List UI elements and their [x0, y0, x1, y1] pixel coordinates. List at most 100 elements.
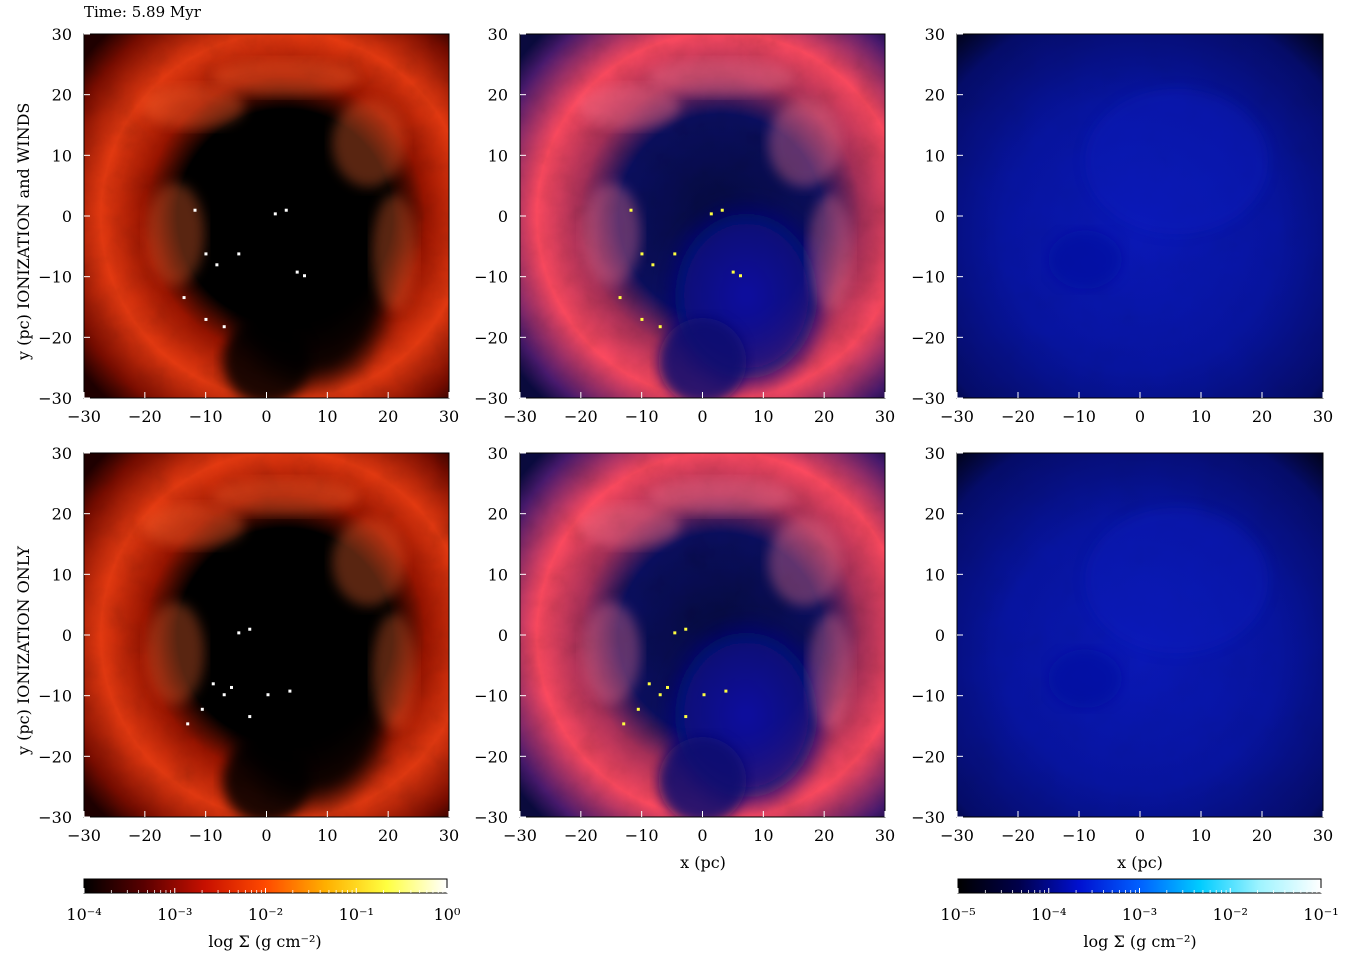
- colorbar-tick-label: 10⁰: [434, 905, 461, 924]
- y-tick-label: 30: [925, 444, 945, 463]
- star-particle: [658, 325, 662, 329]
- x-tick-label: 20: [378, 826, 398, 845]
- star-particle: [640, 252, 644, 256]
- x-tick-label: −20: [128, 407, 162, 426]
- y-tick-label: 30: [52, 444, 72, 463]
- y-tick-label: 0: [935, 207, 945, 226]
- star-particle: [629, 208, 633, 212]
- star-particle: [248, 715, 252, 719]
- y-tick-label: −10: [474, 687, 508, 706]
- x-tick-label: 10: [317, 826, 337, 845]
- star-particle: [204, 317, 208, 321]
- x-tick-label: 30: [875, 407, 895, 426]
- panel-2: −30 −20 −10 0 10 20 30 30 20 10 0 −10 −20 −30: [474, 25, 895, 426]
- star-particle: [709, 212, 713, 216]
- star-particle: [288, 689, 292, 693]
- x-tick-label: 10: [753, 826, 773, 845]
- y-tick-label: −20: [474, 747, 508, 766]
- panel-6: −30 −20 −10 0 10 20 30 30 20 10 0 −10 −20 −30: [911, 444, 1333, 845]
- colorbar-tick-label: 10⁻¹: [339, 905, 374, 924]
- x-tick-label: 10: [753, 407, 773, 426]
- star-particle: [647, 682, 651, 686]
- x-tick-label: 20: [1252, 407, 1272, 426]
- star-particle: [284, 208, 288, 212]
- panel-5: −30 −20 −10 0 10 20 30 30 20 10 0 −10 −20 −30: [474, 444, 895, 845]
- star-particle: [273, 212, 277, 216]
- y-tick-label: 30: [488, 444, 508, 463]
- y-tick-label: 10: [52, 565, 72, 584]
- x-tick-label: −20: [564, 407, 598, 426]
- x-tick-label: 0: [1135, 407, 1145, 426]
- star-particle: [720, 208, 724, 212]
- panel-4: −30 −20 −10 0 10 20 30 30 20 10 0 −10 −20 −30: [38, 444, 459, 845]
- star-particle: [702, 693, 706, 697]
- y-tick-label: 10: [925, 146, 945, 165]
- x-tick-label: −10: [189, 826, 223, 845]
- y-tick-label: −20: [911, 747, 945, 766]
- x-tick-label: −10: [189, 407, 223, 426]
- colorbar-tick-label: 10⁻³: [157, 905, 192, 924]
- colorbar-right: 10⁻⁵ 10⁻⁴ 10⁻³ 10⁻² 10⁻¹: [940, 878, 1339, 924]
- x-tick-label: 30: [1313, 407, 1333, 426]
- y-tick-label: 10: [52, 146, 72, 165]
- y-tick-label: −20: [38, 747, 72, 766]
- x-tick-label: 20: [1252, 826, 1272, 845]
- star-particle: [658, 693, 662, 697]
- x-tick-label: −30: [940, 826, 974, 845]
- x-tick-label: −20: [128, 826, 162, 845]
- y-tick-label: 20: [925, 505, 945, 524]
- time-label: Time: 5.89 Myr: [84, 3, 201, 21]
- star-particle: [200, 707, 204, 711]
- x-tick-label: −10: [1062, 826, 1096, 845]
- x-tick-label: 30: [439, 826, 459, 845]
- x-tick-label: −30: [67, 826, 101, 845]
- star-particle: [230, 685, 233, 689]
- colorbar-left-label: log Σ (g cm⁻²): [208, 932, 322, 951]
- star-particle: [248, 627, 252, 631]
- y-tick-label: 30: [925, 25, 945, 44]
- y-tick-label: 20: [52, 86, 72, 105]
- star-particle: [684, 715, 688, 719]
- y-tick-label: −10: [911, 687, 945, 706]
- x-tick-label: 0: [261, 826, 271, 845]
- y-tick-label: −10: [911, 268, 945, 287]
- star-particle: [636, 707, 640, 711]
- y-tick-label: 0: [62, 626, 72, 645]
- y-tick-label: 20: [52, 505, 72, 524]
- y-tick-label: 0: [498, 626, 508, 645]
- colorbar-tick-label: 10⁻¹: [1303, 905, 1338, 924]
- colorbar-right-label: log Σ (g cm⁻²): [1083, 932, 1197, 951]
- star-particle: [666, 685, 669, 689]
- star-particle: [211, 682, 215, 686]
- x-tick-label: 30: [439, 407, 459, 426]
- star-particle: [204, 252, 208, 256]
- x-tick-label: 10: [317, 407, 337, 426]
- colorbar-tick-label: 10⁻²: [248, 905, 283, 924]
- x-tick-label: 0: [697, 407, 707, 426]
- star-particle: [724, 689, 728, 693]
- star-particle: [673, 631, 677, 635]
- y-tick-label: −20: [38, 328, 72, 347]
- x-tick-label: 30: [1313, 826, 1333, 845]
- y-tick-label: −10: [38, 268, 72, 287]
- star-particle: [673, 252, 677, 256]
- star-particle: [186, 722, 190, 726]
- x-tick-label: −20: [1001, 826, 1035, 845]
- x-axis-label-right: x (pc): [1117, 853, 1163, 872]
- star-particle: [618, 296, 622, 300]
- y-tick-label: −30: [474, 389, 508, 408]
- star-particle: [651, 263, 655, 267]
- star-particle: [222, 325, 226, 329]
- y-tick-label: 30: [488, 25, 508, 44]
- y-tick-label: 10: [925, 565, 945, 584]
- star-particle: [237, 631, 241, 635]
- y-tick-label: −20: [911, 328, 945, 347]
- y-tick-label: −10: [474, 268, 508, 287]
- star-particle: [237, 252, 241, 256]
- x-tick-label: −10: [1062, 407, 1096, 426]
- y-tick-label: −30: [474, 808, 508, 827]
- colorbar-tick-label: 10⁻²: [1213, 905, 1248, 924]
- y-tick-label: −30: [911, 389, 945, 408]
- star-particle: [303, 274, 306, 278]
